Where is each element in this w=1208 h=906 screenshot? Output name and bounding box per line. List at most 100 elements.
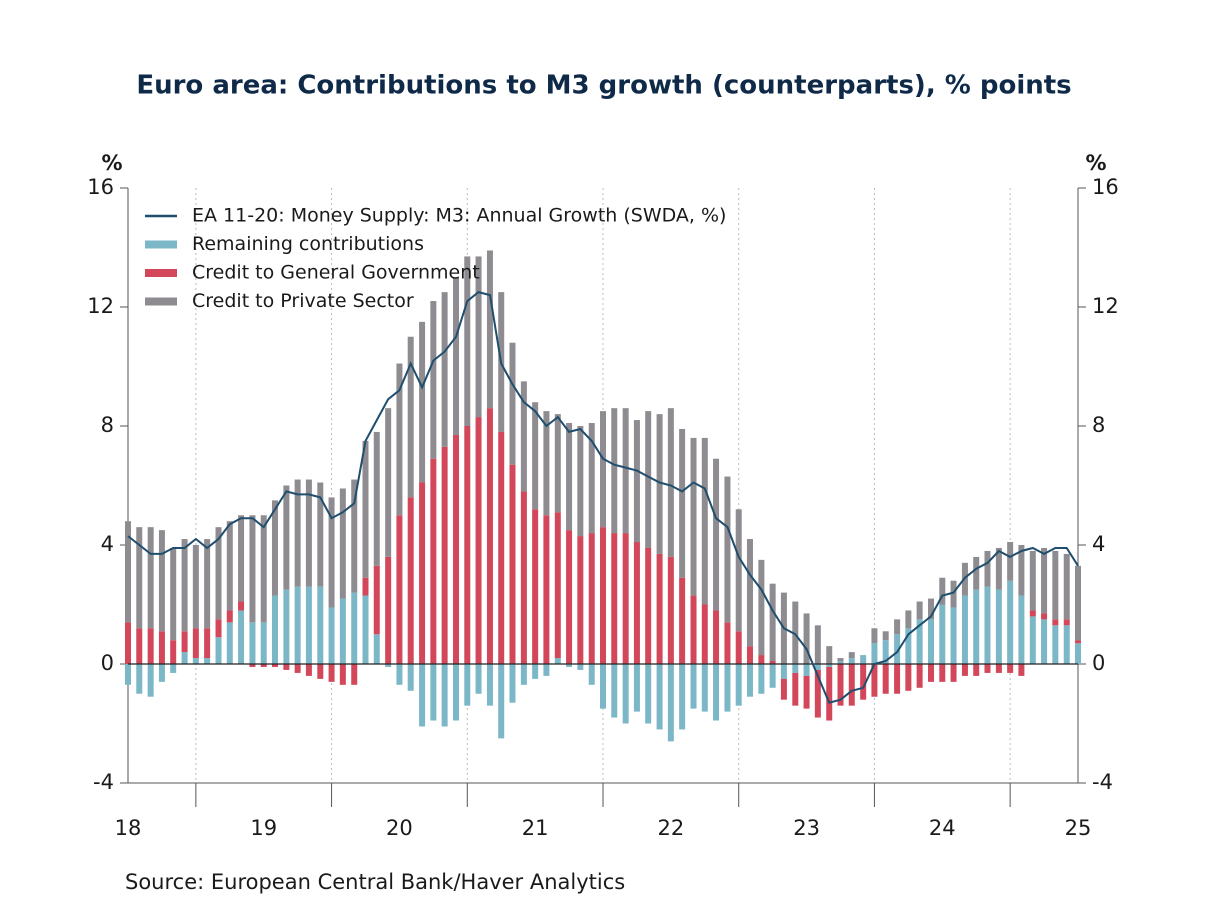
bar: [339, 488, 346, 599]
bar: [600, 527, 606, 664]
bar: [792, 672, 799, 706]
bar: [385, 664, 392, 667]
bar: [746, 539, 753, 647]
bar: [136, 628, 143, 664]
bar: [226, 521, 233, 611]
bar: [645, 664, 652, 724]
bar: [305, 479, 312, 587]
bar: [238, 601, 245, 611]
bar: [181, 539, 188, 632]
bar: [973, 589, 980, 664]
bar: [814, 625, 821, 664]
bar: [204, 628, 211, 659]
bar: [464, 256, 471, 426]
bar: [950, 607, 957, 664]
bar: [848, 664, 855, 706]
bar: [430, 664, 437, 721]
bar: [317, 586, 324, 664]
bar: [520, 381, 527, 492]
bar: [667, 408, 674, 557]
bar: [317, 482, 324, 587]
bar: [588, 664, 595, 685]
bar: [882, 664, 889, 694]
bar: [419, 321, 426, 483]
bar: [679, 428, 686, 578]
bar: [464, 426, 471, 664]
bar: [758, 559, 765, 656]
bar: [192, 628, 199, 659]
bar: [362, 577, 369, 596]
bar: [385, 408, 392, 557]
bar: [136, 527, 143, 629]
bar: [532, 509, 539, 664]
bar: [419, 664, 426, 727]
x-tick-label: 22: [657, 816, 684, 840]
bar: [419, 482, 426, 664]
bar: [271, 664, 278, 667]
bar: [1018, 664, 1025, 676]
bar: [679, 577, 686, 664]
y2-tick-label: 4: [1092, 532, 1105, 556]
bar: [294, 586, 301, 664]
bar: [633, 664, 640, 712]
bar: [724, 476, 731, 623]
bar: [667, 556, 674, 664]
bar: [543, 664, 550, 676]
bar: [192, 545, 199, 629]
bar: [701, 604, 708, 664]
y-tick-label: 16: [87, 175, 114, 199]
bar: [204, 658, 211, 664]
bar: [339, 598, 346, 664]
bar: [600, 411, 606, 528]
bar: [871, 664, 878, 697]
bar: [475, 417, 482, 664]
bar: [656, 553, 663, 664]
bar: [464, 664, 471, 706]
bar: [735, 509, 742, 632]
bar: [633, 420, 640, 543]
y-tick-label: 8: [101, 413, 114, 437]
bar: [328, 497, 335, 608]
bar: [226, 610, 233, 623]
bar: [837, 664, 844, 706]
bar: [238, 610, 245, 664]
bar: [984, 664, 991, 673]
bar: [995, 664, 1002, 673]
bar: [894, 619, 901, 635]
x-tick-label: 21: [522, 816, 549, 840]
bar: [871, 643, 878, 664]
bar: [984, 550, 991, 587]
bar: [215, 637, 222, 664]
bar: [1075, 565, 1081, 641]
bar: [554, 414, 561, 513]
bar: [973, 556, 980, 590]
bar: [509, 342, 516, 465]
bar: [181, 631, 188, 653]
bar: [147, 527, 154, 629]
bar: [339, 664, 346, 685]
bar: [882, 640, 889, 664]
bar: [611, 664, 618, 718]
bar: [351, 592, 358, 664]
bar: [577, 664, 584, 670]
bar: [588, 423, 595, 534]
bar: [939, 577, 946, 605]
bar: [1018, 545, 1025, 596]
x-tick-label: 24: [929, 816, 956, 840]
bar: [701, 437, 708, 605]
bar: [147, 628, 154, 664]
bar: [780, 664, 787, 679]
bar: [373, 634, 380, 664]
bar: [158, 530, 165, 632]
bar: [1007, 664, 1014, 673]
bar: [441, 664, 448, 727]
bar: [238, 515, 245, 602]
bar: [622, 408, 629, 534]
bar: [758, 664, 765, 694]
bar: [905, 664, 912, 691]
legend-swatch: [145, 297, 177, 306]
bar: [1063, 553, 1070, 620]
bar: [509, 664, 516, 703]
bar: [328, 607, 335, 664]
bar: [905, 610, 912, 629]
